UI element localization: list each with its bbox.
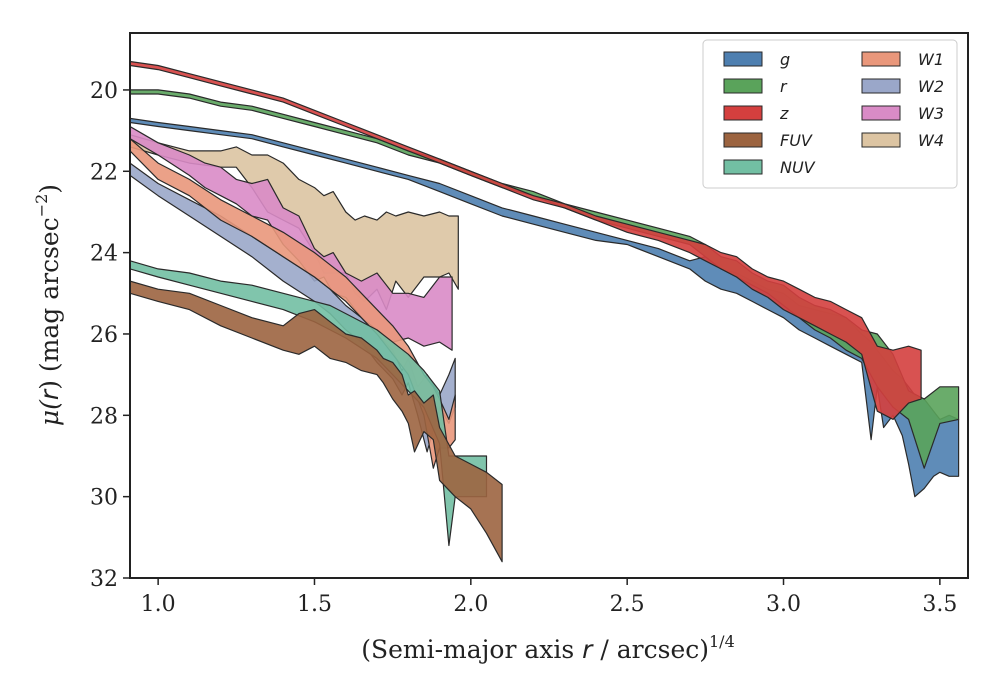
y-tick-label: 32 (90, 567, 118, 592)
y-tick-label: 26 (90, 323, 118, 348)
legend-swatch-w2 (861, 78, 901, 94)
legend-swatch-w1 (861, 51, 901, 67)
x-axis-label: (Semi-major axis r / arcsec)1/4 (361, 632, 735, 664)
legend-swatch-g (723, 51, 763, 67)
band-w1 (130, 138, 456, 469)
x-tick-label: 1.5 (297, 592, 332, 617)
y-axis-ticks: 20 22 24 26 28 30 32 (90, 79, 130, 592)
legend-swatch-nuv (723, 159, 763, 175)
x-tick-label: 1.0 (141, 592, 176, 617)
legend-swatch-fuv (723, 132, 763, 148)
y-tick-label: 28 (90, 404, 118, 429)
x-tick-label: 2.5 (610, 592, 645, 617)
legend-label-r: r (780, 77, 788, 96)
y-tick-label: 22 (90, 160, 118, 185)
x-tick-label: 2.0 (453, 592, 488, 617)
band-fuv (130, 280, 503, 563)
y-axis-label: μ(r) (mag arcsec−2) (32, 184, 64, 426)
legend-swatch-w3 (861, 105, 901, 121)
legend-label-fuv: FUV (780, 131, 813, 150)
x-tick-label: 3.0 (766, 592, 801, 617)
x-tick-label: 3.5 (922, 592, 957, 617)
x-axis-ticks: 1.0 1.5 2.0 2.5 3.0 3.5 (141, 578, 957, 617)
y-tick-label: 30 (90, 486, 118, 511)
band-areas (130, 60, 960, 563)
legend-label-w3: W3 (918, 104, 944, 123)
y-tick-label: 24 (90, 242, 118, 267)
legend-label-z: z (779, 104, 789, 123)
y-tick-label: 20 (90, 79, 118, 104)
band-z (130, 60, 922, 420)
legend: grz FUV NUV W1 W2 W3 W4 (702, 39, 958, 189)
plot-frame (129, 32, 969, 579)
legend-swatch-r (723, 78, 763, 94)
legend-label-w1: W1 (918, 50, 944, 69)
legend-swatch-w4 (861, 132, 901, 148)
legend-label-nuv: NUV (780, 158, 816, 177)
legend-label-w4: W4 (918, 131, 944, 150)
legend-box (702, 39, 958, 189)
legend-swatch-z (723, 105, 763, 121)
legend-label-w2: W2 (918, 77, 944, 96)
legend-label-g: g (780, 50, 790, 69)
